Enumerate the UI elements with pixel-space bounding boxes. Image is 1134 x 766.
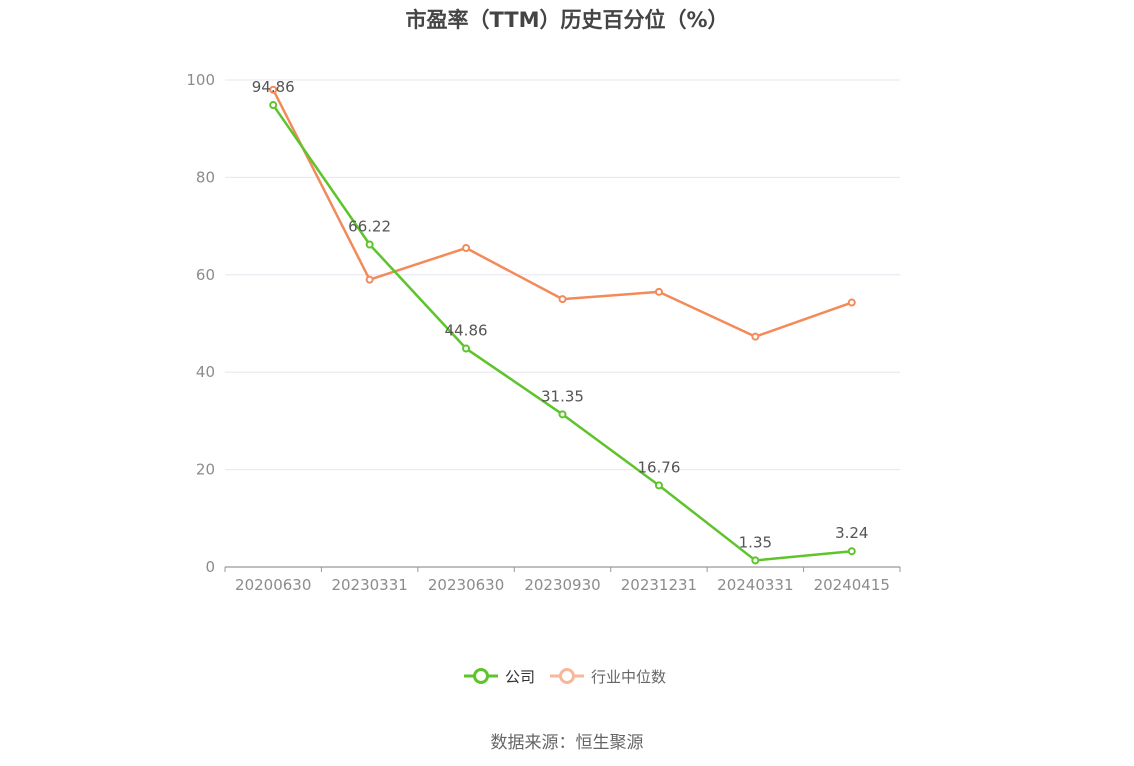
x-tick-label: 20200630	[235, 576, 311, 594]
legend-label: 公司	[505, 668, 535, 686]
data-source-note: 数据来源：恒生聚源	[490, 733, 644, 753]
legend-label: 行业中位数	[591, 668, 666, 686]
company-data-label: 94.86	[252, 78, 295, 96]
company-data-point	[847, 547, 856, 556]
industry-data-point	[365, 275, 374, 284]
company-data-label: 44.86	[445, 322, 488, 340]
industry-data-point	[558, 295, 567, 304]
company-data-point	[558, 410, 567, 419]
company-data-label: 66.22	[348, 218, 391, 236]
company-data-label: 1.35	[739, 533, 772, 551]
company-data-point	[462, 344, 471, 353]
axis-layer: 0 20 40 60 80 100 20200630 20230331 20230630 2023…	[186, 71, 901, 594]
y-tick-label: 100	[186, 71, 215, 89]
y-tick-label: 80	[196, 168, 215, 186]
legend-marker-icon	[559, 668, 575, 684]
industry-data-point	[654, 287, 663, 296]
y-tick-label: 0	[205, 558, 215, 576]
y-tick-label: 20	[196, 461, 215, 479]
company-data-label: 3.24	[835, 524, 868, 542]
legend-marker-icon	[473, 668, 489, 684]
series-layer	[269, 85, 856, 565]
legend-item-industry: 行业中位数	[550, 668, 666, 686]
x-tick-label: 20240415	[814, 576, 890, 594]
x-tick-label: 20230930	[524, 576, 600, 594]
chart-title: 市盈率（TTM）历史百分位（%）	[405, 8, 729, 32]
industry-data-point	[847, 298, 856, 307]
grid-layer	[225, 79, 900, 471]
industry-data-point	[462, 244, 471, 253]
y-tick-label: 40	[196, 363, 215, 381]
company-data-label: 16.76	[637, 458, 680, 476]
data-label-layer: 94.86 66.22 44.86 31.35 16.76 1.35 3.24	[252, 78, 869, 551]
legend-item-company: 公司	[464, 668, 535, 686]
company-data-point	[269, 101, 278, 110]
x-tick-label: 20230630	[428, 576, 504, 594]
company-data-point	[751, 556, 760, 565]
company-data-point	[365, 240, 374, 249]
y-tick-label: 60	[196, 266, 215, 284]
industry-data-point	[751, 332, 760, 341]
company-data-point	[654, 481, 663, 490]
industry-data-point	[269, 85, 278, 94]
x-tick-label: 20230331	[331, 576, 407, 594]
legend: 公司 行业中位数	[464, 668, 666, 686]
x-tick-label: 20231231	[621, 576, 697, 594]
x-tick-label: 20240331	[717, 576, 793, 594]
company-data-label: 31.35	[541, 387, 584, 405]
